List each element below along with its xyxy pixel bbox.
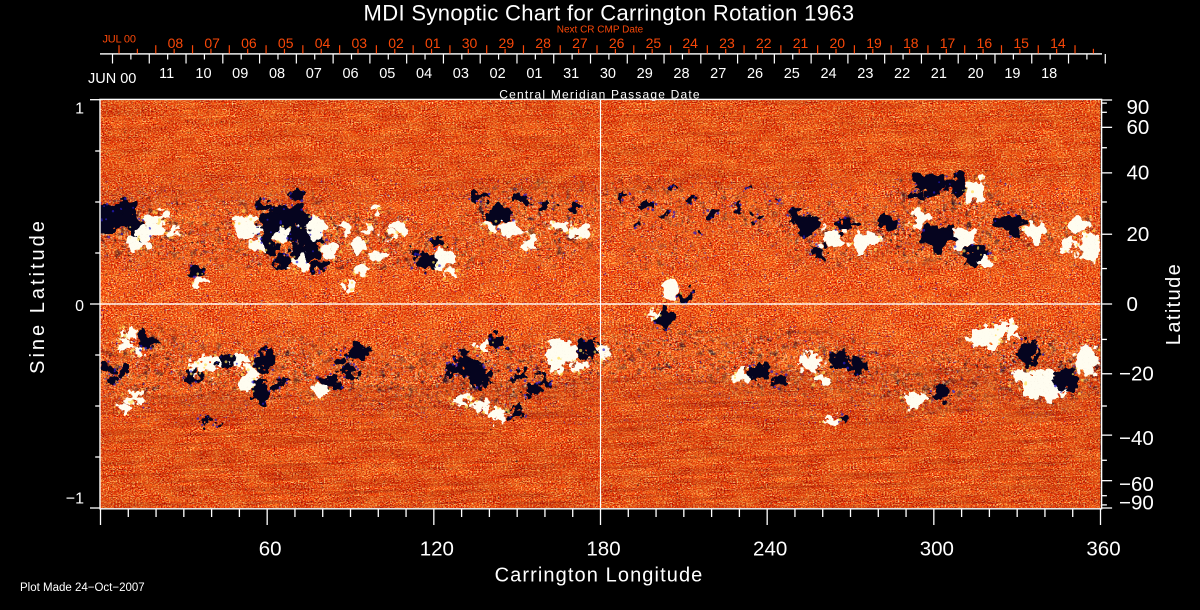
- svg-text:JUN 00: JUN 00: [88, 71, 136, 87]
- svg-text:−60: −60: [1119, 473, 1154, 496]
- svg-text:03: 03: [453, 66, 469, 82]
- svg-text:30: 30: [600, 66, 616, 82]
- svg-text:24: 24: [682, 35, 698, 51]
- svg-text:03: 03: [351, 35, 367, 51]
- svg-text:20: 20: [1127, 223, 1150, 246]
- svg-text:120: 120: [420, 538, 454, 561]
- svg-text:16: 16: [977, 35, 993, 51]
- svg-text:21: 21: [931, 66, 947, 82]
- svg-text:04: 04: [416, 66, 432, 82]
- svg-text:90: 90: [1127, 96, 1150, 119]
- svg-text:MDI Synoptic Chart for Carring: MDI Synoptic Chart for Carrington Rotati…: [364, 1, 855, 26]
- svg-text:18: 18: [903, 35, 919, 51]
- svg-text:08: 08: [269, 66, 285, 82]
- svg-text:07: 07: [204, 35, 220, 51]
- svg-text:−40: −40: [1119, 427, 1154, 450]
- svg-text:22: 22: [894, 66, 910, 82]
- svg-text:28: 28: [535, 35, 551, 51]
- svg-text:Central Meridian Passage Date: Central Meridian Passage Date: [499, 87, 701, 101]
- svg-text:18: 18: [1041, 66, 1057, 82]
- svg-text:Sine Latitude: Sine Latitude: [27, 218, 49, 374]
- svg-text:0: 0: [75, 298, 84, 315]
- svg-text:05: 05: [278, 35, 294, 51]
- svg-text:60: 60: [1127, 116, 1150, 139]
- svg-text:28: 28: [673, 66, 689, 82]
- svg-text:60: 60: [259, 538, 282, 561]
- svg-text:24: 24: [820, 66, 836, 82]
- svg-text:−20: −20: [1119, 363, 1154, 386]
- svg-text:21: 21: [793, 35, 809, 51]
- svg-text:23: 23: [857, 66, 873, 82]
- svg-text:Next CR CMP Date: Next CR CMP Date: [557, 25, 644, 36]
- svg-text:−90: −90: [1119, 492, 1154, 515]
- svg-text:26: 26: [747, 66, 763, 82]
- svg-text:JUL 00: JUL 00: [103, 34, 136, 46]
- svg-text:20: 20: [829, 35, 845, 51]
- svg-text:180: 180: [586, 538, 620, 561]
- svg-text:23: 23: [719, 35, 735, 51]
- svg-text:01: 01: [526, 66, 542, 82]
- svg-text:40: 40: [1127, 161, 1150, 184]
- svg-text:27: 27: [710, 66, 726, 82]
- svg-text:360: 360: [1086, 538, 1120, 561]
- svg-text:06: 06: [241, 35, 257, 51]
- svg-text:19: 19: [866, 35, 882, 51]
- svg-text:30: 30: [462, 35, 478, 51]
- svg-text:06: 06: [342, 66, 358, 82]
- svg-text:300: 300: [920, 538, 954, 561]
- svg-text:Latitude: Latitude: [1163, 263, 1185, 345]
- svg-text:19: 19: [1004, 66, 1020, 82]
- svg-text:27: 27: [572, 35, 588, 51]
- svg-text:07: 07: [306, 66, 322, 82]
- svg-text:09: 09: [232, 66, 248, 82]
- svg-text:25: 25: [784, 66, 800, 82]
- svg-text:02: 02: [490, 66, 506, 82]
- svg-text:Carrington Longitude: Carrington Longitude: [495, 565, 704, 587]
- svg-text:0: 0: [1127, 293, 1138, 316]
- svg-text:01: 01: [425, 35, 441, 51]
- svg-text:1: 1: [75, 101, 84, 118]
- svg-text:11: 11: [159, 66, 174, 82]
- svg-text:25: 25: [646, 35, 662, 51]
- svg-text:10: 10: [195, 66, 211, 82]
- svg-text:−1: −1: [66, 491, 84, 508]
- svg-text:05: 05: [379, 66, 395, 82]
- svg-text:14: 14: [1050, 35, 1066, 51]
- svg-text:29: 29: [499, 35, 515, 51]
- svg-text:240: 240: [753, 538, 787, 561]
- svg-text:15: 15: [1013, 35, 1029, 51]
- svg-text:08: 08: [168, 35, 184, 51]
- svg-text:04: 04: [315, 35, 331, 51]
- svg-text:Plot Made 24−Oct−2007: Plot Made 24−Oct−2007: [20, 582, 145, 594]
- svg-text:17: 17: [940, 35, 956, 51]
- svg-text:22: 22: [756, 35, 772, 51]
- svg-text:02: 02: [388, 35, 404, 51]
- svg-text:31: 31: [563, 66, 579, 82]
- svg-text:20: 20: [968, 66, 984, 82]
- svg-text:26: 26: [609, 35, 625, 51]
- svg-text:29: 29: [637, 66, 653, 82]
